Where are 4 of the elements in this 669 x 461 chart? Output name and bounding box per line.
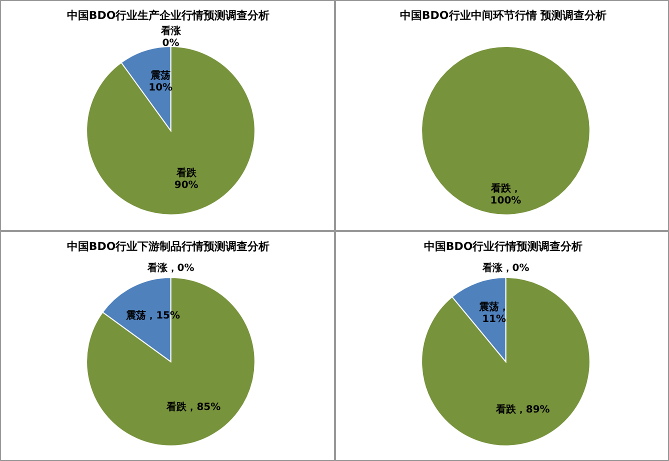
- title: 中国BDO行业生产企业行情预测调查分析: [66, 8, 270, 22]
- title: 中国BDO行业中间环节行情 预测调查分析: [399, 8, 606, 22]
- title: 中国BDO行业行情预测调查分析: [423, 239, 582, 252]
- title: 中国BDO行业下游制品行情预测调查分析: [66, 239, 270, 252]
